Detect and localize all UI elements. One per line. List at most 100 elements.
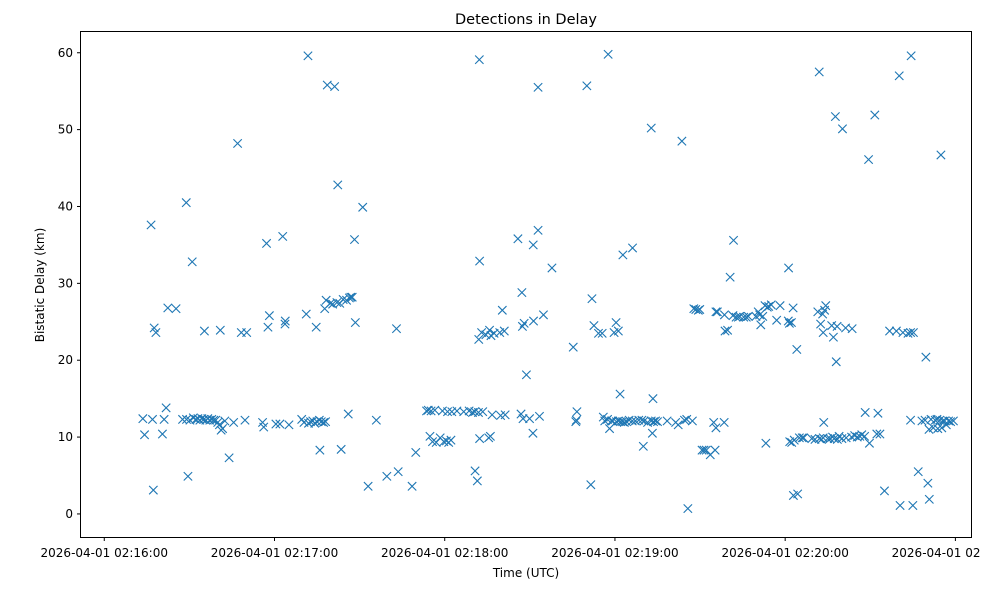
data-point bbox=[650, 416, 661, 426]
data-point bbox=[423, 405, 433, 415]
data-point bbox=[207, 414, 217, 424]
data-point bbox=[683, 503, 693, 514]
data-point bbox=[870, 110, 880, 120]
data-point bbox=[783, 263, 794, 273]
data-point bbox=[593, 328, 604, 338]
data-point bbox=[316, 417, 326, 427]
data-point bbox=[652, 417, 663, 427]
data-point bbox=[797, 433, 807, 443]
data-point bbox=[638, 441, 648, 451]
data-point bbox=[731, 312, 741, 322]
data-point bbox=[533, 225, 543, 235]
data-point bbox=[350, 317, 360, 328]
data-point bbox=[816, 319, 826, 329]
data-point bbox=[711, 423, 721, 433]
data-point bbox=[500, 410, 510, 420]
data-point bbox=[875, 429, 885, 439]
data-point bbox=[315, 445, 325, 455]
data-point bbox=[699, 445, 709, 455]
data-point bbox=[615, 389, 625, 399]
data-point bbox=[756, 320, 766, 330]
data-point bbox=[710, 445, 720, 455]
data-point bbox=[691, 304, 701, 315]
data-point bbox=[528, 316, 539, 326]
data-point bbox=[442, 407, 453, 417]
data-point bbox=[475, 434, 485, 444]
x-tick-label: 2026-04-01 02:19:00 bbox=[551, 546, 678, 560]
data-point bbox=[619, 417, 629, 428]
data-point bbox=[766, 300, 776, 310]
data-point bbox=[568, 342, 578, 352]
data-point bbox=[474, 55, 484, 65]
data-point bbox=[906, 51, 916, 61]
data-point bbox=[789, 435, 799, 445]
chart-title: Detections in Delay bbox=[455, 12, 597, 28]
y-tick-label: 60 bbox=[58, 46, 73, 60]
data-point bbox=[847, 324, 857, 334]
data-point bbox=[784, 318, 795, 328]
data-point bbox=[261, 238, 272, 248]
data-points bbox=[138, 49, 958, 514]
data-point bbox=[821, 301, 831, 311]
data-point bbox=[603, 49, 613, 59]
data-point bbox=[157, 429, 168, 439]
data-point bbox=[572, 407, 582, 417]
data-point bbox=[347, 292, 357, 302]
data-point bbox=[921, 352, 931, 362]
data-point bbox=[924, 494, 934, 504]
data-point bbox=[571, 415, 581, 425]
data-point bbox=[807, 434, 817, 444]
data-point bbox=[528, 428, 538, 438]
data-point bbox=[837, 124, 848, 134]
data-point bbox=[336, 444, 346, 454]
data-point bbox=[163, 303, 173, 313]
data-point bbox=[371, 415, 381, 425]
data-point bbox=[571, 417, 581, 427]
data-point bbox=[275, 419, 285, 429]
y-tick-label: 20 bbox=[58, 353, 73, 367]
data-point bbox=[741, 312, 751, 322]
data-point bbox=[513, 234, 523, 244]
data-point bbox=[933, 424, 943, 434]
data-point bbox=[146, 220, 156, 230]
data-point bbox=[873, 408, 883, 418]
data-point bbox=[908, 500, 918, 511]
data-point bbox=[895, 500, 905, 511]
data-point bbox=[936, 150, 946, 160]
y-tick-label: 50 bbox=[58, 123, 73, 137]
data-point bbox=[662, 416, 672, 426]
data-point bbox=[224, 453, 234, 463]
data-point bbox=[786, 317, 797, 328]
data-point bbox=[913, 467, 923, 477]
data-point bbox=[181, 198, 191, 208]
data-point bbox=[516, 409, 526, 419]
data-point bbox=[426, 406, 436, 416]
data-point bbox=[263, 322, 273, 332]
data-point bbox=[538, 310, 549, 320]
data-point bbox=[825, 434, 835, 444]
data-point bbox=[220, 416, 230, 426]
data-point bbox=[728, 235, 739, 245]
x-tick-label: 2026-04-01 02:21:00 bbox=[892, 546, 981, 560]
data-point bbox=[332, 297, 342, 308]
data-point bbox=[161, 403, 171, 413]
data-point bbox=[863, 155, 874, 165]
data-point bbox=[183, 471, 193, 481]
data-point bbox=[613, 326, 623, 336]
y-axis: 0 10 20 30 40 50 60 bbox=[58, 46, 81, 521]
data-point bbox=[818, 327, 828, 338]
data-point bbox=[905, 327, 916, 338]
data-point bbox=[321, 295, 331, 305]
data-point bbox=[499, 326, 509, 336]
data-point bbox=[618, 250, 628, 260]
data-point bbox=[427, 437, 438, 447]
data-point bbox=[391, 324, 402, 334]
data-point bbox=[280, 319, 290, 329]
data-point bbox=[775, 301, 785, 311]
data-point bbox=[187, 257, 197, 267]
data-point bbox=[864, 438, 875, 448]
data-point bbox=[831, 357, 841, 367]
data-point bbox=[259, 422, 269, 432]
data-point bbox=[280, 316, 290, 326]
